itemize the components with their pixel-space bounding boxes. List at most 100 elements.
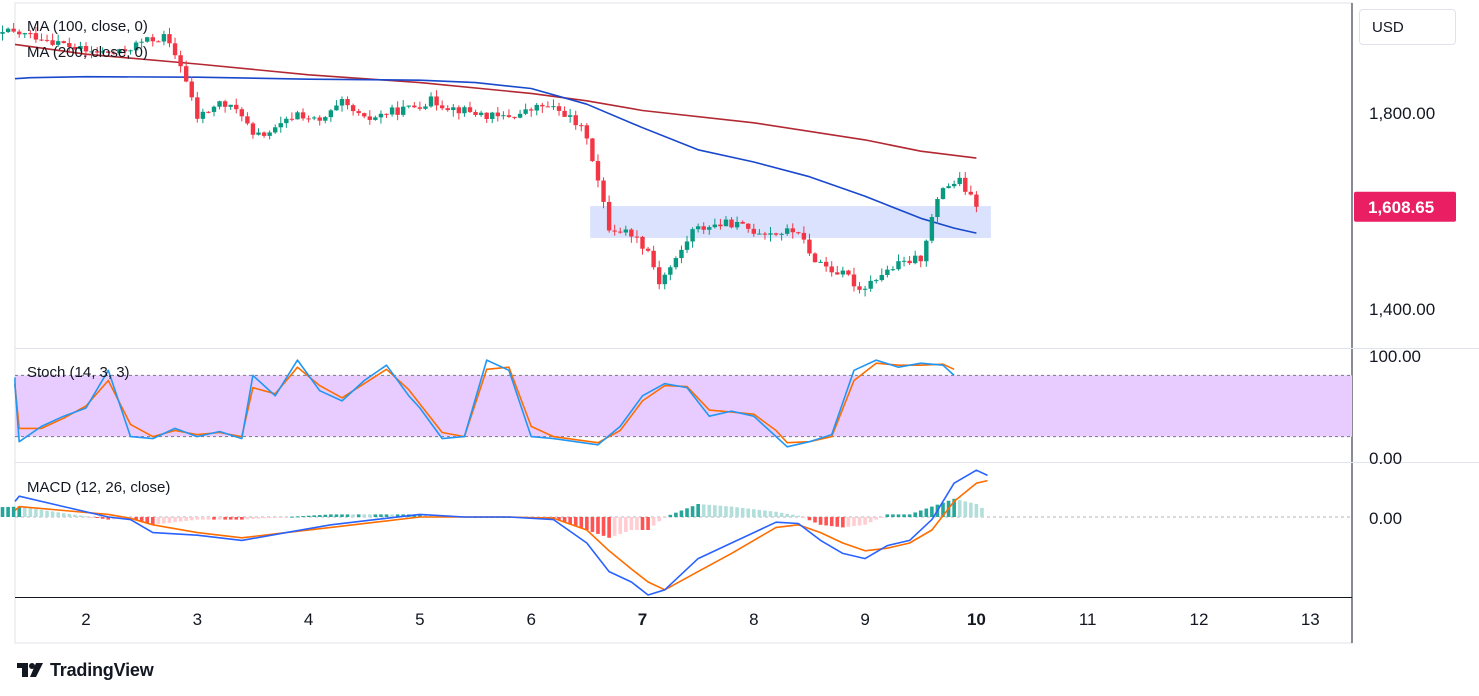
- candle[interactable]: [929, 217, 935, 241]
- candle[interactable]: [67, 43, 72, 47]
- candle[interactable]: [918, 255, 923, 262]
- candle[interactable]: [567, 115, 573, 117]
- candle[interactable]: [389, 107, 395, 115]
- candle[interactable]: [562, 110, 567, 117]
- candle[interactable]: [428, 96, 434, 107]
- candle[interactable]: [940, 188, 946, 200]
- candle[interactable]: [573, 115, 578, 126]
- candle[interactable]: [851, 274, 857, 287]
- candle[interactable]: [473, 111, 478, 116]
- candle[interactable]: [145, 37, 150, 42]
- candle[interactable]: [634, 236, 640, 238]
- candle[interactable]: [150, 37, 155, 42]
- candle[interactable]: [784, 228, 790, 234]
- candle[interactable]: [189, 81, 194, 98]
- candle[interactable]: [362, 113, 367, 117]
- candle[interactable]: [612, 230, 617, 232]
- candle[interactable]: [217, 101, 222, 107]
- candle[interactable]: [250, 123, 256, 135]
- candle[interactable]: [796, 232, 801, 234]
- candle[interactable]: [0, 32, 5, 34]
- candle[interactable]: [495, 112, 501, 117]
- candle[interactable]: [907, 260, 912, 264]
- candle[interactable]: [695, 226, 701, 230]
- candle[interactable]: [261, 132, 267, 136]
- candle[interactable]: [501, 115, 506, 117]
- candle[interactable]: [912, 255, 918, 264]
- candle[interactable]: [28, 33, 33, 35]
- candle[interactable]: [846, 270, 851, 275]
- candle[interactable]: [751, 228, 756, 234]
- candle[interactable]: [451, 107, 456, 111]
- candle[interactable]: [935, 199, 940, 218]
- candle[interactable]: [740, 221, 745, 224]
- candle[interactable]: [734, 221, 740, 228]
- candle[interactable]: [874, 280, 879, 282]
- candle[interactable]: [89, 51, 94, 53]
- candle[interactable]: [584, 125, 590, 139]
- candle[interactable]: [345, 99, 350, 106]
- candle[interactable]: [484, 112, 489, 120]
- price-zone[interactable]: [590, 206, 991, 238]
- candle[interactable]: [72, 46, 78, 50]
- candle[interactable]: [790, 228, 795, 233]
- candle[interactable]: [801, 232, 807, 240]
- candle[interactable]: [640, 236, 645, 249]
- candle[interactable]: [924, 240, 929, 262]
- candle[interactable]: [228, 104, 233, 107]
- candle[interactable]: [445, 108, 450, 111]
- candle[interactable]: [601, 180, 606, 202]
- candle[interactable]: [534, 104, 539, 111]
- candle[interactable]: [590, 138, 595, 162]
- candle[interactable]: [39, 39, 44, 41]
- candle[interactable]: [951, 183, 957, 187]
- candle[interactable]: [773, 233, 779, 235]
- candle[interactable]: [384, 113, 389, 115]
- candle[interactable]: [963, 177, 968, 192]
- candle[interactable]: [222, 101, 228, 107]
- candle[interactable]: [517, 113, 523, 118]
- candle[interactable]: [768, 233, 773, 235]
- candle[interactable]: [862, 288, 868, 290]
- candle[interactable]: [529, 109, 534, 111]
- candle[interactable]: [417, 107, 423, 109]
- candle[interactable]: [651, 250, 656, 268]
- candle[interactable]: [896, 261, 901, 270]
- candle[interactable]: [879, 274, 884, 281]
- candle[interactable]: [17, 31, 22, 35]
- candle[interactable]: [195, 97, 200, 119]
- candle[interactable]: [55, 41, 61, 45]
- candle[interactable]: [668, 267, 673, 275]
- candle[interactable]: [618, 231, 623, 233]
- candle[interactable]: [267, 132, 272, 136]
- candle[interactable]: [278, 123, 283, 128]
- candle[interactable]: [295, 112, 300, 120]
- candle[interactable]: [723, 219, 729, 227]
- candle[interactable]: [33, 33, 39, 40]
- candle[interactable]: [690, 229, 695, 242]
- candle[interactable]: [629, 229, 634, 237]
- candle[interactable]: [256, 132, 261, 135]
- candle[interactable]: [684, 241, 690, 250]
- candle[interactable]: [306, 118, 311, 120]
- candle[interactable]: [823, 261, 829, 267]
- candle[interactable]: [490, 112, 495, 120]
- candle[interactable]: [551, 106, 556, 108]
- candle[interactable]: [206, 111, 211, 113]
- candle[interactable]: [545, 106, 551, 108]
- candle[interactable]: [434, 96, 439, 106]
- candle[interactable]: [211, 106, 217, 112]
- candle[interactable]: [44, 39, 50, 41]
- candle[interactable]: [11, 28, 16, 32]
- candle[interactable]: [106, 51, 111, 53]
- candle[interactable]: [139, 41, 144, 43]
- candle[interactable]: [707, 227, 712, 230]
- candle[interactable]: [378, 113, 384, 118]
- candle[interactable]: [50, 40, 55, 45]
- candle[interactable]: [172, 43, 178, 56]
- candle[interactable]: [83, 46, 89, 52]
- candle[interactable]: [840, 270, 846, 275]
- candle[interactable]: [300, 112, 306, 119]
- candle[interactable]: [946, 186, 951, 189]
- candle[interactable]: [234, 104, 239, 110]
